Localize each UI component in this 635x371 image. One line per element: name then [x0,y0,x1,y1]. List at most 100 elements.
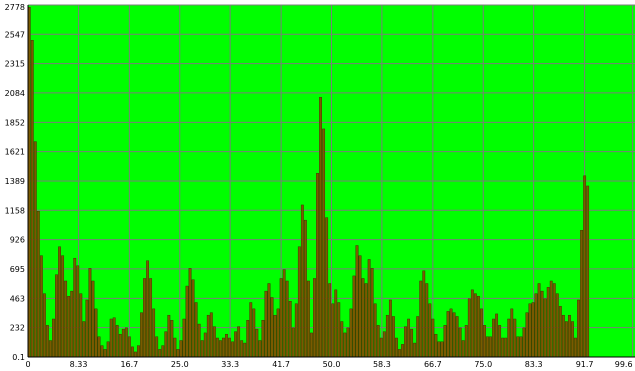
bar [555,293,559,358]
bar [470,289,474,358]
bar [528,303,532,358]
bar [458,327,462,358]
bar [103,349,107,358]
bar [109,318,113,358]
bar [473,293,477,358]
bar [495,313,499,358]
bar [49,340,52,358]
x-tick-label: 58.3 [373,360,391,369]
bar [91,280,95,358]
bar [574,337,577,358]
bar [115,325,119,358]
bar [264,290,268,358]
bar [446,311,450,358]
bar [349,308,353,358]
x-tick-label: 25.0 [171,360,189,369]
bar [343,332,347,358]
bar [443,325,447,358]
bar [322,128,326,358]
bar [525,312,529,358]
bar [182,318,186,358]
bar [580,230,584,358]
bar [261,320,265,358]
bar [130,346,134,358]
bar [486,336,489,358]
bar [106,341,110,358]
bar [388,299,392,358]
bar [206,314,210,358]
bar [79,293,83,358]
bar [558,306,562,358]
bar [492,318,495,358]
bar [425,283,429,358]
bar [212,326,216,358]
bar [464,325,468,358]
bar [434,333,438,358]
bar [228,337,231,358]
bar [46,325,49,358]
bar [328,283,332,358]
bar [379,337,383,358]
bar [568,314,571,358]
bar [285,280,289,358]
bar [167,314,171,358]
bar [288,301,292,358]
bar [355,245,359,358]
bar [385,314,389,358]
bar [507,318,511,358]
bar [252,308,256,358]
y-tick-label: 0.1 [12,353,25,362]
bar [325,217,329,358]
bar [222,337,225,358]
bar [155,336,159,358]
bar [540,290,544,358]
bar [358,255,362,358]
bar [240,340,244,358]
bar [94,308,98,358]
bar [537,283,541,358]
bar [419,280,423,358]
bar [39,255,43,358]
bar [346,327,350,358]
y-tick-label: 1389 [5,177,25,186]
bar [376,325,380,358]
y-tick-label: 2315 [5,60,25,69]
bar [489,336,492,358]
bar [42,293,46,358]
bar [577,299,580,358]
bar [543,298,547,358]
bar [422,270,426,358]
bar [143,278,146,358]
bar [413,342,417,358]
bar [428,303,432,358]
bar [364,283,368,358]
bar [137,345,140,358]
bar [334,289,338,358]
bar [522,327,526,358]
bar [552,283,556,358]
bar [455,316,459,358]
bar [534,293,538,358]
bar [297,246,301,358]
bar [76,265,80,358]
x-tick-label: 91.7 [576,360,594,369]
y-tick-label: 926 [10,236,25,245]
bar [513,318,517,358]
bar [361,278,365,358]
bar [437,341,441,358]
x-tick-label: 33.3 [221,360,239,369]
bar [237,326,241,358]
bar [510,308,514,358]
bar [270,297,274,358]
bar [203,332,207,358]
y-tick-label: 463 [10,294,25,303]
bar [331,303,335,358]
bar [146,260,150,358]
bar [70,290,74,358]
bar [88,268,92,358]
bar [431,318,435,358]
bar [258,340,262,358]
bar [52,318,55,358]
bar [255,328,259,358]
bar [564,321,568,358]
